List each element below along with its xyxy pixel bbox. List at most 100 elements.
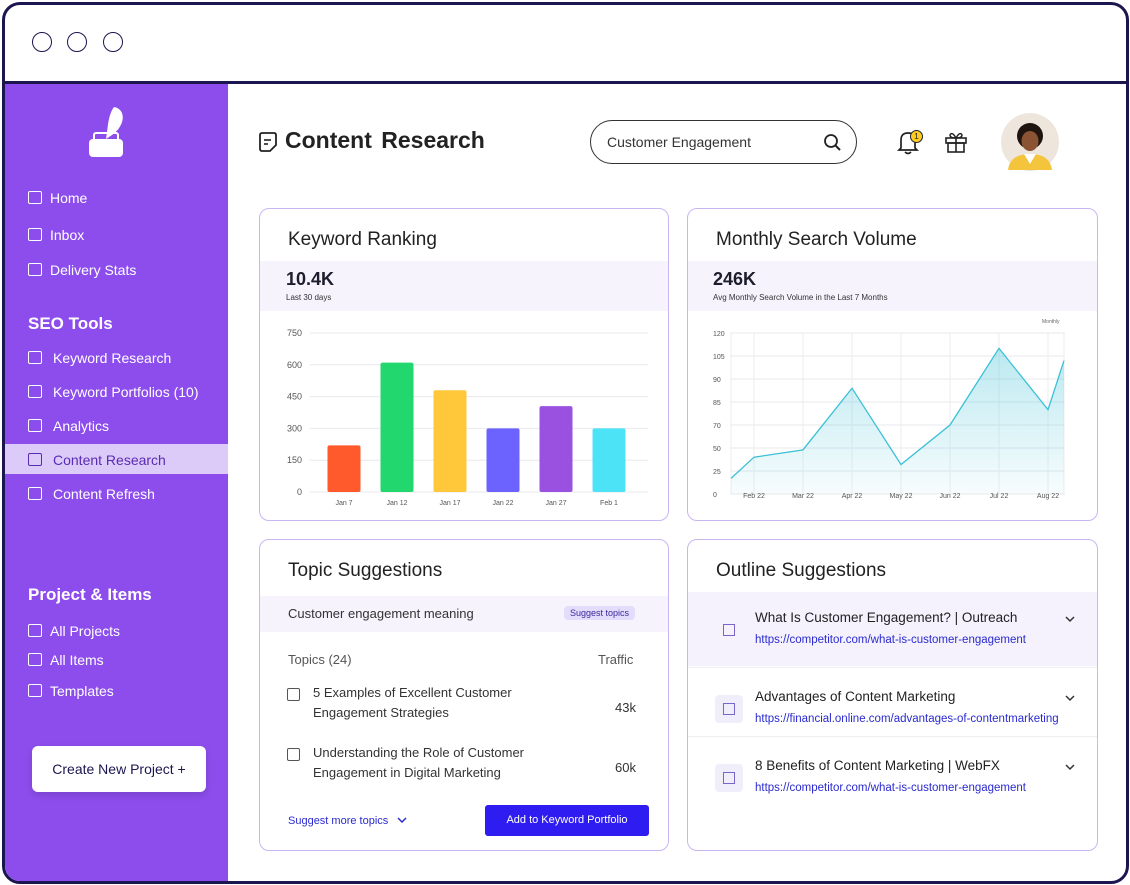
bar (433, 390, 467, 492)
stat-band: 10.4K Last 30 days (260, 261, 668, 311)
nav-item[interactable]: Analytics (53, 418, 110, 434)
y-tick-label: 0 (297, 487, 302, 497)
y-tick-label: 50 (713, 446, 721, 453)
stat-band: 246K Avg Monthly Search Volume in the La… (688, 261, 1097, 311)
search-icon[interactable] (823, 133, 843, 153)
topic-title[interactable]: Understanding the Role of Customer Engag… (313, 745, 525, 780)
y-tick-label: 90 (713, 377, 721, 384)
nav-item[interactable]: Delivery Stats (50, 262, 137, 278)
topic-traffic: 60k (615, 760, 636, 775)
line (730, 347, 1065, 479)
y-tick-label: 25 (713, 469, 721, 476)
nav-icon (28, 228, 42, 241)
nav-item[interactable]: Inbox (50, 227, 85, 243)
nav-item[interactable]: All Items (50, 652, 104, 668)
nav-item[interactable]: Keyword Research (53, 350, 172, 366)
y-tick-label: 0 (713, 492, 717, 499)
add-portfolio-button[interactable]: Add to Keyword Portfolio (485, 805, 649, 836)
y-tick-label: 450 (287, 392, 302, 402)
y-tick-label: 105 (713, 354, 725, 361)
column-header: Traffic (598, 652, 634, 667)
nav-icon (28, 385, 42, 398)
stat-label: Avg Monthly Search Volume in the Last 7 … (713, 293, 888, 302)
x-tick-label: Apr 22 (842, 493, 863, 500)
column-header: Topics (24) (288, 652, 352, 667)
bar (486, 428, 520, 492)
nav-item[interactable]: Content Research (53, 452, 166, 468)
create-project-button[interactable]: Create New Project + (32, 746, 206, 792)
card-title: Outline Suggestions (716, 560, 887, 581)
nav-icon (28, 453, 42, 466)
search-text: Customer Engagement (607, 134, 751, 150)
y-tick-label: 300 (287, 423, 302, 433)
x-tick-label: Aug 22 (1037, 493, 1059, 500)
bar (539, 406, 573, 492)
outline-title[interactable]: What Is Customer Engagement? | Outreach (755, 610, 1018, 625)
outline-title[interactable]: Advantages of Content Marketing (755, 689, 956, 704)
search-box[interactable]: Customer Engagement (590, 120, 857, 164)
outline-title[interactable]: 8 Benefits of Content Marketing | WebFX (755, 758, 1000, 773)
nav-icon (28, 684, 42, 697)
window-dot[interactable] (32, 32, 52, 52)
nav-icon (28, 419, 42, 432)
outline-url[interactable]: https://competitor.com/what-is-customer-… (755, 634, 1027, 646)
card-title: Monthly Search Volume (716, 229, 917, 250)
x-tick-label: Jun 22 (939, 493, 960, 500)
chevron-path (1065, 764, 1075, 771)
nav-item[interactable]: All Projects (50, 623, 121, 639)
topic-traffic: 43k (615, 700, 636, 715)
page-title: Content Research (285, 127, 485, 153)
suggest-button[interactable]: Suggest topics (564, 606, 636, 620)
active-highlight (5, 444, 228, 474)
nav-item[interactable]: Home (50, 190, 88, 206)
nav-item[interactable]: Keyword Portfolios (10) (53, 384, 199, 400)
nav-icon (28, 487, 42, 500)
topic-title[interactable]: 5 Examples of Excellent Customer Engagem… (313, 685, 512, 720)
bar (592, 428, 626, 492)
nav-icon (28, 624, 42, 637)
chevron-path (1065, 695, 1075, 702)
chevron-path (1065, 616, 1075, 623)
window-dot[interactable] (67, 32, 87, 52)
stat-value: 246K (713, 269, 757, 289)
outline-url[interactable]: https://competitor.com/what-is-customer-… (755, 782, 1027, 794)
nav-item[interactable]: Content Refresh (53, 486, 155, 502)
chevron[interactable] (1065, 694, 1075, 702)
outline-glyph (723, 624, 735, 636)
gift-icon[interactable] (944, 130, 968, 154)
browser-bar (5, 5, 1126, 84)
chevron[interactable] (1065, 615, 1075, 623)
row-divider (688, 667, 1097, 668)
chevron (397, 817, 407, 824)
nav-item[interactable]: Templates (50, 683, 114, 699)
chevron[interactable] (1065, 763, 1075, 771)
checkbox[interactable] (287, 748, 300, 761)
more-topics-link[interactable]: Suggest more topics (288, 815, 407, 827)
outline-url[interactable]: https://financial.online.com/advantages-… (755, 713, 1059, 725)
doc-icon (259, 132, 277, 152)
notification-badge: 1 (910, 130, 923, 143)
bar (327, 445, 361, 492)
row-highlight (688, 592, 1097, 666)
section-heading: SEO Tools (28, 314, 113, 333)
period-dropdown[interactable]: Monthly (1042, 319, 1060, 325)
row-divider (688, 736, 1097, 737)
card-title: Keyword Ranking (288, 229, 437, 250)
x-tick-label: May 22 (890, 493, 913, 500)
nav-icon (28, 351, 42, 364)
y-tick-label: 70 (713, 423, 721, 430)
link-text[interactable]: Suggest more topics (288, 815, 389, 827)
y-tick-label: 120 (713, 331, 725, 338)
checkbox[interactable] (287, 688, 300, 701)
outline-icon (715, 764, 743, 792)
x-tick-label: Jan 22 (492, 500, 513, 507)
nav-icon (28, 653, 42, 666)
outline-icon (715, 616, 743, 644)
nav-icon (28, 263, 42, 276)
window-dot[interactable] (103, 32, 123, 52)
x-tick-label: Jan 12 (386, 500, 407, 507)
y-tick-label: 85 (713, 400, 721, 407)
query-text[interactable]: Customer engagement meaning (288, 606, 474, 621)
avatar[interactable] (1000, 112, 1060, 172)
